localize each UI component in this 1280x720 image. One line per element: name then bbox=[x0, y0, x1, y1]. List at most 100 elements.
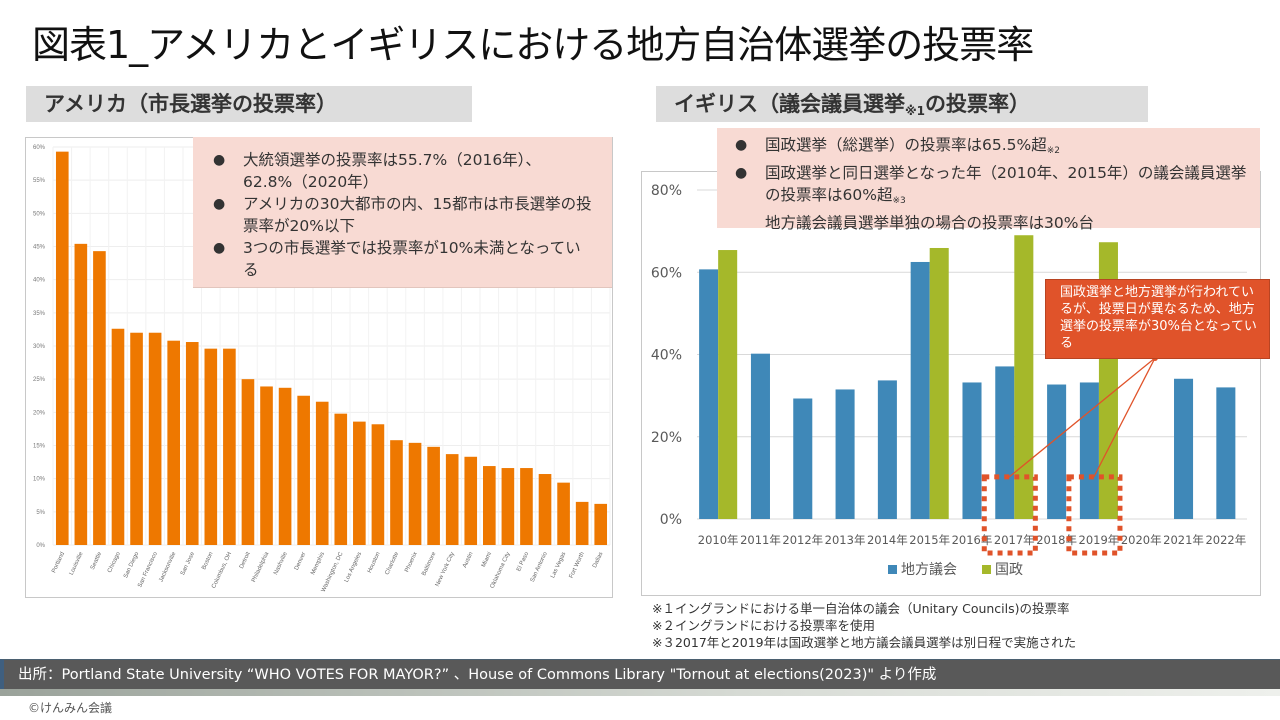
x-tick-label: 2019年 bbox=[1079, 533, 1120, 547]
bar bbox=[520, 468, 533, 545]
uk-note-text: 国政選挙と同日選挙となった年（2010年、2015年）の議会議員選挙の投票率は6… bbox=[765, 164, 1247, 204]
y-tick-label: 60% bbox=[651, 265, 682, 281]
bar bbox=[408, 442, 422, 545]
x-tick-label: Fort Worth bbox=[569, 551, 586, 579]
x-tick-label: 2020年 bbox=[1121, 533, 1162, 547]
heading-main: イギリス（議会議員選挙 bbox=[674, 92, 905, 116]
bar bbox=[334, 413, 348, 545]
bar bbox=[223, 348, 236, 545]
footnote-ref: ※3 bbox=[892, 196, 906, 206]
bar bbox=[464, 456, 478, 545]
x-tick-label: San Jose bbox=[180, 551, 196, 577]
bar bbox=[185, 342, 199, 545]
x-tick-label: Memphis bbox=[310, 551, 326, 576]
bar-local bbox=[750, 353, 770, 519]
x-tick-label: Charlotte bbox=[385, 551, 401, 576]
bar bbox=[371, 424, 385, 545]
x-tick-label: San Antonio bbox=[530, 551, 549, 583]
x-tick-label: San Francisco bbox=[137, 551, 159, 589]
bar bbox=[353, 421, 366, 545]
footnotes: ※１イングランドにおける単一自治体の議会（Unitary Councils)の投… bbox=[652, 600, 1076, 651]
y-tick-label: 40% bbox=[33, 278, 46, 284]
y-tick-label: 25% bbox=[33, 377, 46, 383]
x-tick-label: 2017年 bbox=[994, 533, 1035, 547]
x-tick-label: 2018年 bbox=[1036, 533, 1077, 547]
bar bbox=[575, 501, 589, 545]
x-tick-label: Austin bbox=[462, 551, 474, 569]
legend-swatch bbox=[982, 565, 991, 574]
bar-local bbox=[1174, 378, 1194, 519]
y-tick-label: 55% bbox=[33, 178, 46, 184]
x-tick-label: New York City bbox=[435, 551, 456, 587]
bar bbox=[594, 503, 608, 545]
y-tick-label: 5% bbox=[36, 510, 45, 516]
bar-national bbox=[718, 250, 738, 519]
bar bbox=[130, 332, 143, 545]
y-tick-label: 20% bbox=[33, 410, 46, 416]
y-tick-label: 45% bbox=[33, 245, 46, 251]
x-tick-label: Nashville bbox=[273, 551, 289, 576]
bar bbox=[241, 379, 255, 545]
bar bbox=[148, 332, 162, 545]
x-tick-label: 2022年 bbox=[1205, 533, 1246, 547]
legend-label: 地方議会 bbox=[901, 561, 957, 578]
bar bbox=[297, 395, 310, 545]
callout-box: 国政選挙と地方選挙が行われているが、投票日が異なるため、地方選挙の投票率が30%… bbox=[1045, 279, 1270, 359]
us-note-item: 大統領選挙の投票率は55.7%（2016年）、62.8%（2020年） bbox=[213, 149, 594, 193]
bar-local bbox=[835, 389, 855, 519]
x-tick-label: Portland bbox=[51, 551, 66, 574]
bar bbox=[111, 328, 125, 545]
bar-local bbox=[910, 261, 930, 519]
x-tick-label: Las Vegas bbox=[550, 551, 567, 579]
y-tick-label: 40% bbox=[651, 348, 682, 364]
y-tick-label: 80% bbox=[651, 183, 682, 199]
us-mayor-turnout-chart: 0% 5% 10% 15% 20% 25% 30% 35% 40% 45% 50% 55% 60% Por… bbox=[33, 145, 611, 593]
legend-label: 国政 bbox=[995, 562, 1023, 578]
y-tick-label: 15% bbox=[33, 444, 46, 450]
y-tick-label: 50% bbox=[33, 211, 46, 217]
y-tick-label: 60% bbox=[33, 145, 46, 151]
source-bar: 出所：Portland State University “WHO VOTES … bbox=[0, 659, 1280, 689]
x-tick-label: Detroit bbox=[239, 551, 252, 570]
x-tick-label: San Diego bbox=[123, 551, 141, 580]
bar bbox=[74, 243, 88, 545]
bar-local bbox=[1079, 382, 1099, 519]
x-tick-label: Phoenix bbox=[404, 551, 419, 573]
x-tick-label: 2015年 bbox=[909, 533, 950, 547]
legend-swatch bbox=[888, 565, 897, 574]
uk-note-text: 国政選挙（総選挙）の投票率は65.5%超 bbox=[765, 136, 1047, 154]
x-tick-label: Dallas bbox=[592, 551, 604, 569]
footnote-ref: ※2 bbox=[1046, 146, 1061, 156]
x-tick-label: Oklahoma City bbox=[490, 551, 512, 589]
us-note-item: 3つの市長選挙では投票率が10%未満となっている bbox=[213, 237, 594, 281]
section-heading-uk: イギリス（議会議員選挙※1の投票率） bbox=[656, 86, 1148, 122]
x-tick-label: Columbus, OH bbox=[211, 551, 233, 589]
heading-footnote-ref: ※1 bbox=[905, 104, 926, 118]
y-tick-label: 20% bbox=[651, 430, 682, 446]
bar bbox=[538, 474, 552, 545]
x-tick-label: Chicago bbox=[107, 551, 122, 574]
x-tick-label: 2014年 bbox=[867, 533, 908, 547]
x-tick-label: Denver bbox=[294, 551, 308, 571]
x-tick-label: Louisville bbox=[69, 551, 85, 577]
bar-local bbox=[1216, 387, 1236, 519]
us-note-item: アメリカの30大都市の内、15都市は市長選挙の投票率が20%以下 bbox=[213, 193, 594, 237]
footnote-1: ※１イングランドにおける単一自治体の議会（Unitary Councils)の投… bbox=[652, 601, 1070, 616]
x-tick-label: Miami bbox=[481, 551, 493, 568]
bar bbox=[427, 446, 440, 545]
uk-note-item: 国政選挙（総選挙）の投票率は65.5%超※2 bbox=[735, 134, 1248, 162]
uk-note-box: 国政選挙（総選挙）の投票率は65.5%超※2 国政選挙と同日選挙となった年（20… bbox=[717, 128, 1260, 232]
bar bbox=[260, 386, 273, 545]
x-tick-label: Houston bbox=[367, 551, 382, 574]
y-tick-label: 35% bbox=[33, 311, 46, 317]
bar-national bbox=[1014, 235, 1034, 520]
bar bbox=[483, 466, 496, 545]
uk-chart-frame: 0% 20% 40% 60% 80% 2010年 2011年 2012年 2013年 2014年 2… bbox=[641, 171, 1261, 596]
y-tick-label: 0% bbox=[660, 512, 682, 528]
bar-local bbox=[1047, 384, 1067, 519]
us-note-box: 大統領選挙の投票率は55.7%（2016年）、62.8%（2020年） アメリカ… bbox=[193, 137, 612, 288]
section-heading-us: アメリカ（市長選挙の投票率） bbox=[26, 86, 472, 122]
x-tick-label: 2012年 bbox=[782, 533, 823, 547]
heading-tail: の投票率） bbox=[925, 92, 1031, 116]
uk-note-item: 地方議会議員選挙単独の場合の投票率は30%台 bbox=[735, 212, 1248, 234]
